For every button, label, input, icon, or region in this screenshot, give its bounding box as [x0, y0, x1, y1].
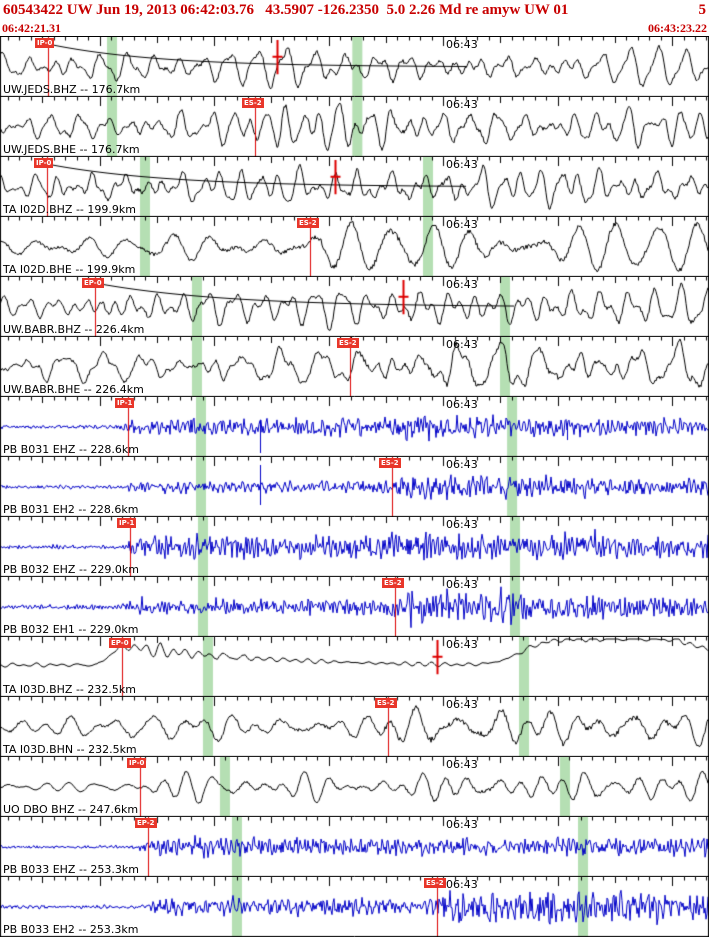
time-tick-label: 06:43 [446, 398, 478, 411]
trace-row-0: IP-0 06:43 UW.JEDS.BHZ -- 176.7km [0, 37, 709, 97]
waveform-canvas[interactable] [0, 157, 709, 217]
event-header-line: 60543422 UW Jun 19, 2013 06:42:03.76 43.… [0, 1, 709, 20]
trace-label: UW.BABR.BHE -- 226.4km [3, 383, 144, 396]
time-tick-label: 06:43 [446, 758, 478, 771]
trace-label: TA I02D.BHE -- 199.9km [3, 263, 136, 276]
time-tick-label: 06:43 [446, 878, 478, 891]
trace-row-13: EP-2 06:43 PB B033 EHZ -- 253.3km [0, 817, 709, 877]
trace-label: TA I03D.BHZ -- 232.5km [3, 683, 136, 696]
waveform-canvas[interactable] [0, 277, 709, 337]
waveform-canvas[interactable] [0, 37, 709, 97]
time-tick-label: 06:43 [446, 218, 478, 231]
window-end-time: 06:43:23.22 [648, 21, 707, 35]
time-window-line: 06:42:21.31 06:43:23.22 [0, 20, 709, 36]
pick-flag[interactable]: ES-2 [242, 98, 264, 108]
header: 60543422 UW Jun 19, 2013 06:42:03.76 43.… [0, 0, 709, 36]
time-tick-label: 06:43 [446, 578, 478, 591]
time-tick-label: 06:43 [446, 818, 478, 831]
trace-label: UW.JEDS.BHZ -- 176.7km [3, 83, 141, 96]
trace-row-10: EP-0 06:43 TA I03D.BHZ -- 232.5km [0, 637, 709, 697]
time-tick-label: 06:43 [446, 518, 478, 531]
pick-flag[interactable]: IP-1 [117, 518, 137, 528]
time-tick-label: 06:43 [446, 458, 478, 471]
time-tick-label: 06:43 [446, 638, 478, 651]
trace-label: TA I02D.BHZ -- 199.9km [3, 203, 136, 216]
trace-label: UW.BABR.BHZ -- 226.4km [3, 323, 145, 336]
trace-row-1: ES-2 06:43 UW.JEDS.BHE -- 176.7km [0, 97, 709, 157]
trace-label: PB B031 EH2 -- 228.6km [3, 503, 139, 516]
waveform-canvas[interactable] [0, 697, 709, 757]
trace-row-8: IP-1 06:43 PB B032 EHZ -- 229.0km [0, 517, 709, 577]
trace-row-4: EP-0 06:43 UW.BABR.BHZ -- 226.4km [0, 277, 709, 337]
pick-flag[interactable]: IP-0 [34, 158, 54, 168]
trace-row-9: ES-2 06:43 PB B032 EH1 -- 229.0km [0, 577, 709, 637]
trace-row-6: IP-1 06:43 PB B031 EHZ -- 228.6km [0, 397, 709, 457]
time-tick-label: 06:43 [446, 158, 478, 171]
pick-flag[interactable]: ES-2 [379, 458, 401, 468]
pick-flag[interactable]: EP-2 [134, 818, 157, 828]
trace-label: PB B032 EHZ -- 229.0km [3, 563, 139, 576]
trace-row-7: ES-2 06:43 PB B031 EH2 -- 228.6km [0, 457, 709, 517]
pick-flag[interactable]: EP-0 [82, 278, 104, 288]
waveform-canvas[interactable] [0, 817, 709, 877]
trace-label: PB B033 EH2 -- 253.3km [3, 923, 139, 936]
trace-label: PB B033 EHZ -- 253.3km [3, 863, 139, 876]
time-tick-label: 06:43 [446, 98, 478, 111]
pick-flag[interactable]: ES-2 [381, 578, 404, 588]
pick-flag[interactable]: ES-2 [296, 218, 319, 228]
waveform-canvas[interactable] [0, 877, 709, 937]
waveform-canvas[interactable] [0, 97, 709, 157]
trace-label: PB B032 EH1 -- 229.0km [3, 623, 139, 636]
waveform-canvas[interactable] [0, 457, 709, 517]
waveform-canvas[interactable] [0, 217, 709, 277]
time-tick-label: 06:43 [446, 698, 478, 711]
trace-label: UO DBO BHZ -- 247.6km [3, 803, 139, 816]
pick-flag[interactable]: IP-0 [127, 758, 147, 768]
trace-row-12: IP-0 06:43 UO DBO BHZ -- 247.6km [0, 757, 709, 817]
trace-row-2: IP-0 06:43 TA I02D.BHZ -- 199.9km [0, 157, 709, 217]
time-tick-label: 06:43 [446, 338, 478, 351]
waveform-canvas[interactable] [0, 757, 709, 817]
trace-row-11: ES-2 06:43 TA I03D.BHN -- 232.5km [0, 697, 709, 757]
pick-flag[interactable]: IP-0 [34, 38, 55, 48]
trace-row-14: ES-2 06:43 PB B033 EH2 -- 253.3km [0, 877, 709, 937]
time-tick-label: 06:43 [446, 278, 478, 291]
trace-row-3: ES-2 06:43 TA I02D.BHE -- 199.9km [0, 217, 709, 277]
event-summary: 60543422 UW Jun 19, 2013 06:42:03.76 43.… [3, 2, 569, 18]
trace-label: PB B031 EHZ -- 228.6km [3, 443, 139, 456]
pick-flag[interactable]: IP-1 [114, 398, 135, 408]
time-tick-label: 06:43 [446, 38, 478, 51]
waveform-canvas[interactable] [0, 577, 709, 637]
trace-panels: IP-0 06:43 UW.JEDS.BHZ -- 176.7km ES-2 0… [0, 36, 709, 937]
pick-flag[interactable]: EP-0 [109, 638, 131, 648]
pick-flag[interactable]: ES-2 [424, 878, 446, 888]
trace-label: TA I03D.BHN -- 232.5km [3, 743, 137, 756]
pick-flag[interactable]: ES-2 [374, 698, 397, 708]
trace-label: UW.JEDS.BHE -- 176.7km [3, 143, 140, 156]
window-start-time: 06:42:21.31 [2, 21, 61, 35]
trace-row-5: ES-2 06:43 UW.BABR.BHE -- 226.4km [0, 337, 709, 397]
pick-flag[interactable]: ES-2 [337, 338, 359, 348]
event-pick-count: 5 [698, 2, 707, 18]
